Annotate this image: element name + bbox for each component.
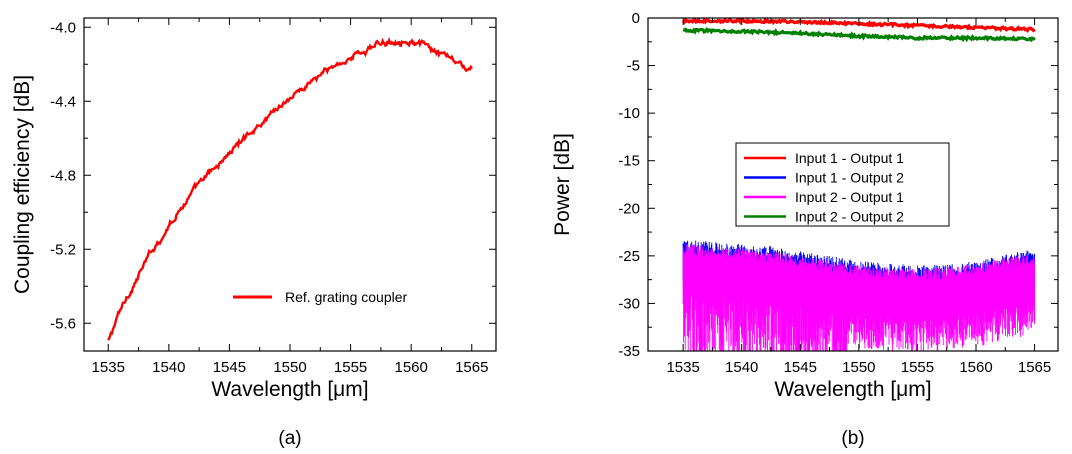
- y-tick-label: -4.0: [50, 19, 76, 36]
- x-tick-label: 1560: [394, 359, 427, 376]
- y-tick-label: -30: [618, 295, 640, 312]
- x-tick-label: 1560: [959, 359, 992, 376]
- legend: Input 1 - Output 1 Input 1 - Output 2 Inpu…: [735, 142, 950, 227]
- x-axis-title: Wavelength [μm]: [211, 378, 368, 401]
- y-tick-label: -4.4: [50, 93, 76, 110]
- y-tick-label: -10: [618, 105, 640, 122]
- y-tick-label: -5.2: [50, 241, 76, 258]
- x-tick-label: 1555: [334, 359, 367, 376]
- x-tick-label: 1545: [784, 359, 817, 376]
- x-tick-label: 1535: [666, 359, 699, 376]
- y-tick-label: -5: [627, 58, 640, 75]
- series-line-ref-grating-coupler: [107, 36, 473, 341]
- x-tick-label: 1540: [725, 359, 758, 376]
- legend-entry-label: Input 2 - Output 1: [795, 189, 904, 205]
- x-tick-label: 1565: [1018, 359, 1051, 376]
- panel-label: (a): [278, 428, 301, 449]
- y-axis-title: Power [dB]: [551, 133, 574, 236]
- x-axis-title: Wavelength [μm]: [774, 378, 931, 401]
- legend-entry-label: Input 1 - Output 2: [795, 170, 904, 186]
- y-axis-title: Coupling efficiency [dB]: [11, 75, 34, 294]
- legend-entry-label: Input 1 - Output 1: [795, 150, 904, 166]
- legend: Ref. grating coupler: [233, 289, 408, 305]
- panel-label: (b): [841, 428, 864, 449]
- legend-entry-label: Input 2 - Output 2: [795, 209, 904, 225]
- y-tick-label: -25: [618, 248, 640, 265]
- x-tick-label: 1540: [152, 359, 185, 376]
- chart-panel-a: 1535 1540 1545 1550 1555 1560 1565 -4.0 -4.4 -4.8…: [11, 17, 497, 449]
- y-tick-label: -15: [618, 153, 640, 170]
- series-line-input2-output1: [682, 244, 1036, 351]
- series-line-input2-output2: [682, 26, 1036, 43]
- y-tick-label: -35: [618, 343, 640, 360]
- legend-entry-label: Ref. grating coupler: [285, 289, 408, 305]
- y-tick-label: 0: [632, 10, 640, 27]
- x-tick-label: 1535: [92, 359, 125, 376]
- x-tick-label: 1555: [901, 359, 934, 376]
- y-tick-label: -5.6: [50, 315, 76, 332]
- x-tick-label: 1550: [273, 359, 306, 376]
- y-tick-label: -20: [618, 200, 640, 217]
- x-tick-label: 1550: [842, 359, 875, 376]
- series-group: [107, 36, 473, 341]
- x-tick-label: 1545: [213, 359, 246, 376]
- x-tick-label: 1565: [455, 359, 488, 376]
- chart-panel-b: 1535 1540 1545 1550 1555 1560 1565 0 -5 -10 -15 -20…: [551, 10, 1059, 449]
- y-tick-label: -4.8: [50, 167, 76, 184]
